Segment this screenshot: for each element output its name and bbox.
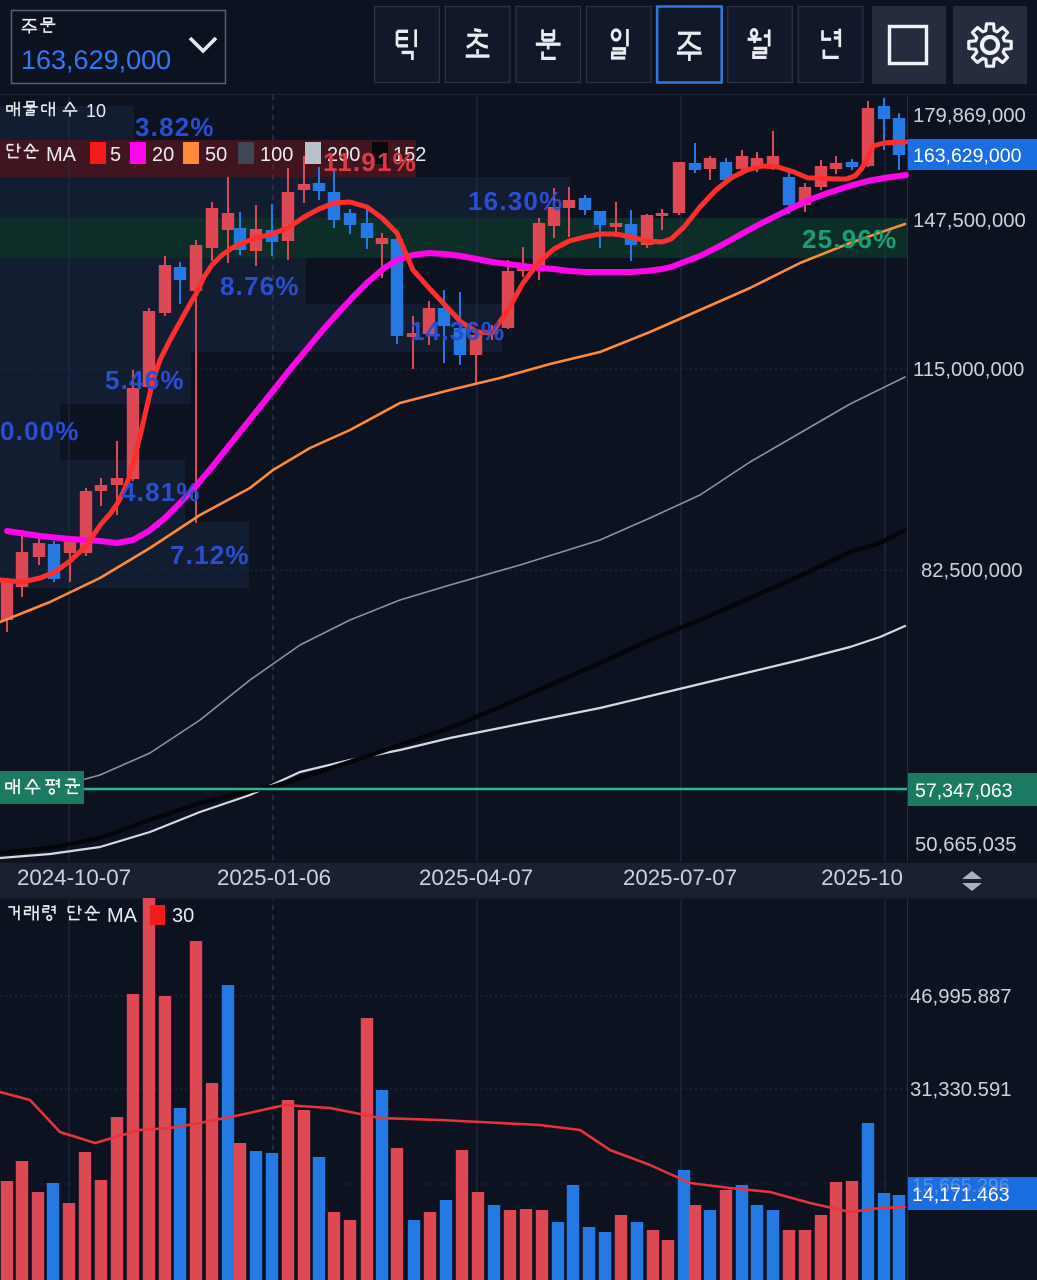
svg-text:8.76%: 8.76% bbox=[220, 271, 300, 301]
svg-text:10: 10 bbox=[86, 101, 106, 121]
svg-text:14.36%: 14.36% bbox=[410, 316, 505, 346]
svg-text:16.30%: 16.30% bbox=[468, 186, 563, 216]
svg-text:11.91%: 11.91% bbox=[323, 147, 417, 177]
svg-text:2025-07-07: 2025-07-07 bbox=[623, 865, 737, 890]
svg-text:82,500,000: 82,500,000 bbox=[921, 560, 1023, 582]
svg-text:2025-01-06: 2025-01-06 bbox=[217, 865, 331, 890]
svg-text:5.46%: 5.46% bbox=[105, 365, 185, 395]
svg-text:20: 20 bbox=[152, 144, 174, 166]
svg-text:100: 100 bbox=[260, 144, 293, 166]
svg-text:200: 200 bbox=[327, 144, 360, 166]
svg-text:152: 152 bbox=[393, 144, 426, 166]
svg-text:MA: MA bbox=[46, 144, 77, 166]
svg-text:179,869,000: 179,869,000 bbox=[913, 105, 1026, 127]
svg-text:30: 30 bbox=[172, 905, 194, 927]
svg-text:15,665.296: 15,665.296 bbox=[912, 1175, 1010, 1197]
svg-text:50: 50 bbox=[205, 144, 227, 166]
svg-text:3.82%: 3.82% bbox=[135, 112, 215, 142]
svg-text:MA: MA bbox=[107, 905, 138, 927]
svg-text:163,629,000: 163,629,000 bbox=[913, 145, 1022, 167]
svg-text:14,171.463: 14,171.463 bbox=[912, 1184, 1010, 1206]
svg-text:115,000,000: 115,000,000 bbox=[913, 359, 1024, 381]
svg-text:57,347,063: 57,347,063 bbox=[915, 780, 1013, 802]
svg-text:31,330.591: 31,330.591 bbox=[910, 1079, 1012, 1101]
svg-text:2025-04-07: 2025-04-07 bbox=[419, 865, 533, 890]
svg-text:25.96%: 25.96% bbox=[802, 224, 897, 254]
svg-text:163,629,000: 163,629,000 bbox=[21, 45, 171, 75]
svg-text:2025-10: 2025-10 bbox=[821, 865, 903, 890]
svg-text:50,665,035: 50,665,035 bbox=[915, 834, 1017, 856]
svg-text:46,995.887: 46,995.887 bbox=[910, 986, 1012, 1008]
svg-text:0.00%: 0.00% bbox=[0, 416, 80, 446]
svg-text:4.81%: 4.81% bbox=[121, 477, 201, 507]
svg-text:7.12%: 7.12% bbox=[170, 540, 250, 570]
svg-text:5: 5 bbox=[110, 144, 121, 166]
svg-text:2024-10-07: 2024-10-07 bbox=[17, 865, 131, 890]
svg-text:147,500,000: 147,500,000 bbox=[913, 210, 1026, 232]
